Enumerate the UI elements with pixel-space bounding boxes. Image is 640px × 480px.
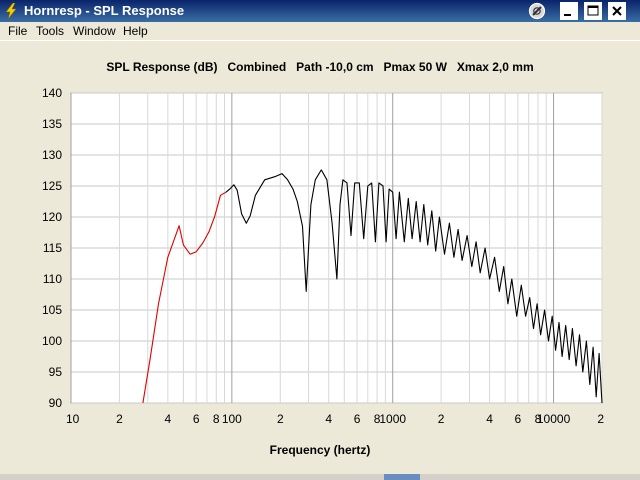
x-tick-label: 4 (486, 412, 493, 426)
y-tick-labels: 140 135 130 125 120 115 110 105 100 95 90 (42, 86, 62, 410)
x-tick-label: 10000 (537, 412, 571, 426)
hornresp-app-icon (5, 3, 17, 19)
window-title: Hornresp - SPL Response (24, 3, 185, 18)
menu-tools[interactable]: Tools (36, 24, 65, 38)
x-tick-label: 8 (374, 412, 381, 426)
x-tick-label: 2 (116, 412, 123, 426)
menu-file[interactable]: File (8, 24, 28, 38)
series-line-1 (225, 169, 603, 404)
y-tick-label: 135 (42, 117, 62, 131)
x-tick-label: 8 (535, 412, 542, 426)
menu-window[interactable]: Window (73, 24, 116, 38)
chart-title: SPL Response (dB) Combined Path -10,0 cm… (106, 60, 534, 74)
x-tick-label: 2 (597, 412, 604, 426)
x-tick-label: 6 (515, 412, 522, 426)
x-tick-label: 8 (213, 412, 220, 426)
x-tick-label: 4 (325, 412, 332, 426)
grid-lines (70, 92, 603, 404)
y-tick-label: 115 (43, 241, 62, 255)
y-tick-label: 125 (42, 179, 62, 193)
help-icon[interactable] (528, 2, 546, 20)
close-button[interactable] (608, 2, 626, 20)
x-tick-label: 1000 (379, 412, 406, 426)
x-tick-label: 2 (438, 412, 445, 426)
series-line-0 (142, 191, 227, 404)
y-tick-label: 90 (49, 396, 63, 410)
minimize-button[interactable] (560, 2, 578, 20)
y-tick-label: 100 (42, 334, 62, 348)
x-tick-label: 2 (277, 412, 284, 426)
x-axis-label: Frequency (hertz) (270, 443, 371, 457)
status-strip (0, 474, 640, 480)
series-lines (142, 169, 603, 404)
status-tab (384, 474, 420, 480)
menu-help[interactable]: Help (123, 24, 148, 38)
y-tick-label: 140 (42, 86, 62, 100)
y-tick-label: 105 (42, 303, 62, 317)
title-bar[interactable]: Hornresp - SPL Response (0, 0, 640, 22)
y-tick-label: 130 (42, 148, 62, 162)
menu-bar: File Tools Window Help (0, 22, 640, 40)
y-tick-label: 110 (43, 272, 62, 286)
x-tick-label: 6 (354, 412, 361, 426)
y-tick-label: 95 (49, 365, 63, 379)
x-tick-label: 100 (222, 412, 242, 426)
maximize-button[interactable] (584, 2, 602, 20)
x-tick-label: 10 (66, 412, 80, 426)
x-tick-label: 6 (193, 412, 200, 426)
y-tick-label: 120 (42, 210, 62, 224)
x-tick-label: 4 (165, 412, 172, 426)
